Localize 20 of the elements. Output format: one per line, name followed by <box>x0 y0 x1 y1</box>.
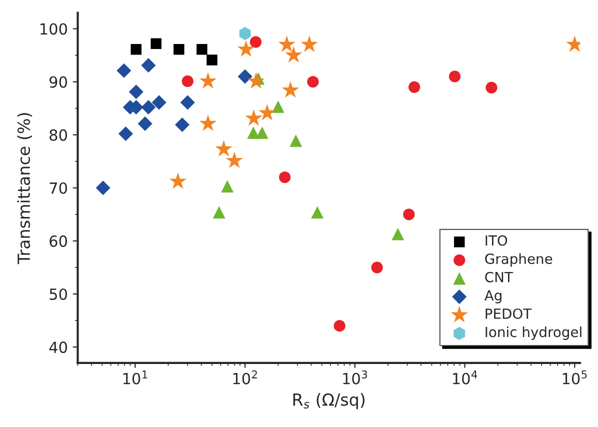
y-axis-title: Transmittance (%) <box>17 113 32 264</box>
legend-label: ITO <box>486 235 508 246</box>
y-tick-label: 80 <box>50 129 68 141</box>
y-tick-label: 40 <box>49 342 68 354</box>
y-tick-label: 90 <box>50 76 68 88</box>
x-axis-title: R$_{s}$ (Ω/sq) <box>293 393 364 410</box>
legend-label: Ag <box>484 290 502 304</box>
legend-label: Graphene <box>485 253 552 267</box>
y-tick-label: 100 <box>40 23 68 35</box>
x-tick-label: 10$^{2}$ <box>233 370 257 384</box>
x-tick-label: 10$^{3}$ <box>343 370 368 384</box>
x-tick-label: 10$^{1}$ <box>123 370 148 384</box>
y-tick-label: 70 <box>50 182 68 194</box>
legend-label: Ionic hydrogel <box>486 326 582 340</box>
y-tick-label: 50 <box>50 288 68 300</box>
legend-label: CNT <box>485 272 513 282</box>
y-tick-label: 60 <box>50 235 68 247</box>
x-tick-label: 10$^{4}$ <box>453 370 478 384</box>
x-tick-label: 10$^{5}$ <box>562 370 587 384</box>
legend-label: PEDOT <box>486 308 532 319</box>
